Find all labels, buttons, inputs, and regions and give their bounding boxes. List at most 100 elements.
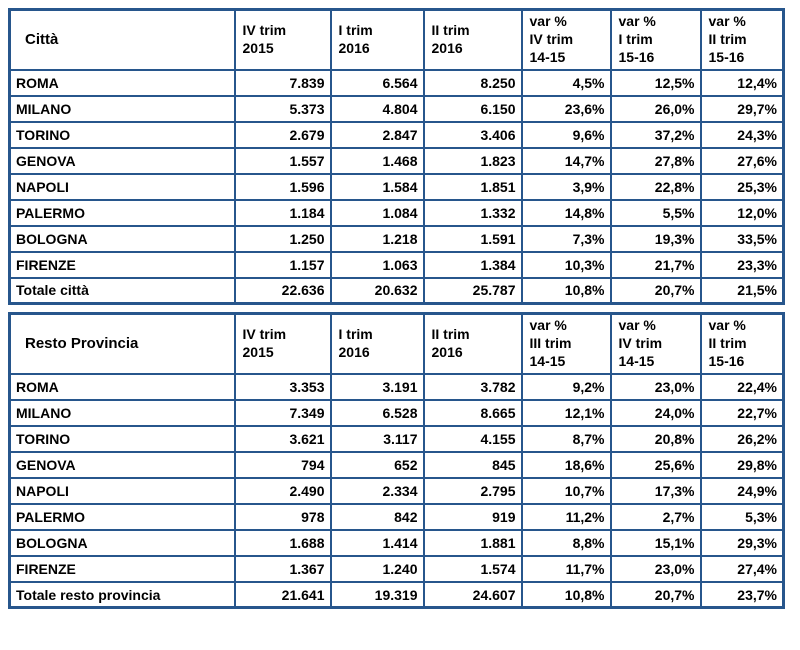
value-cell: 29,7% <box>699 94 785 123</box>
table-row: GENOVA 794 652 845 18,6% 25,6% 29,8% <box>8 450 785 479</box>
value-cell: 26,0% <box>609 94 702 123</box>
value-cell: 2.490 <box>233 476 332 505</box>
column-header: IV trim 2015 <box>233 8 332 71</box>
value-cell: 11,2% <box>520 502 612 531</box>
total-value-cell: 21,5% <box>699 276 785 305</box>
city-name-cell: ROMA <box>8 372 236 401</box>
value-cell: 12,0% <box>699 198 785 227</box>
value-cell: 3.117 <box>329 424 425 453</box>
value-cell: 12,5% <box>609 68 702 97</box>
value-cell: 7,3% <box>520 224 612 253</box>
value-cell: 27,8% <box>609 146 702 175</box>
total-value-cell: 20,7% <box>609 580 702 609</box>
table-row: FIRENZE 1.367 1.240 1.574 11,7% 23,0% 27,4% <box>8 554 785 583</box>
value-cell: 1.881 <box>422 528 523 557</box>
table-row: NAPOLI 2.490 2.334 2.795 10,7% 17,3% 24,9% <box>8 476 785 505</box>
value-cell: 4,5% <box>520 68 612 97</box>
value-cell: 6.564 <box>329 68 425 97</box>
city-name-cell: PALERMO <box>8 198 236 227</box>
value-cell: 23,3% <box>699 250 785 279</box>
column-header: var % III trim 14-15 <box>520 312 612 375</box>
resto-provincia-table: Resto Provincia IV trim 2015 I trim 2016 II… <box>8 312 785 610</box>
column-header: var % I trim 15-16 <box>609 8 702 71</box>
total-label-cell: Totale resto provincia <box>8 580 236 609</box>
value-cell: 14,7% <box>520 146 612 175</box>
value-cell: 1.468 <box>329 146 425 175</box>
table-row: PALERMO 1.184 1.084 1.332 14,8% 5,5% 12,0% <box>8 198 785 227</box>
value-cell: 1.851 <box>422 172 523 201</box>
value-cell: 29,8% <box>699 450 785 479</box>
value-cell: 9,6% <box>520 120 612 149</box>
value-cell: 23,6% <box>520 94 612 123</box>
total-row: Totale città 22.636 20.632 25.787 10,8% 20,7%… <box>8 276 785 305</box>
value-cell: 29,3% <box>699 528 785 557</box>
value-cell: 842 <box>329 502 425 531</box>
column-header: var % IV trim 14-15 <box>520 8 612 71</box>
total-value-cell: 10,8% <box>520 276 612 305</box>
value-cell: 33,5% <box>699 224 785 253</box>
value-cell: 1.084 <box>329 198 425 227</box>
value-cell: 2.847 <box>329 120 425 149</box>
total-value-cell: 20,7% <box>609 276 702 305</box>
table-row: TORINO 3.621 3.117 4.155 8,7% 20,8% 26,2% <box>8 424 785 453</box>
table-title: Città <box>8 8 236 71</box>
value-cell: 4.804 <box>329 94 425 123</box>
city-name-cell: GENOVA <box>8 450 236 479</box>
value-cell: 3,9% <box>520 172 612 201</box>
value-cell: 1.596 <box>233 172 332 201</box>
value-cell: 24,9% <box>699 476 785 505</box>
value-cell: 23,0% <box>609 372 702 401</box>
column-header: I trim 2016 <box>329 8 425 71</box>
table-row: BOLOGNA 1.250 1.218 1.591 7,3% 19,3% 33,5% <box>8 224 785 253</box>
city-name-cell: BOLOGNA <box>8 528 236 557</box>
value-cell: 1.367 <box>233 554 332 583</box>
total-value-cell: 22.636 <box>233 276 332 305</box>
table-row: ROMA 3.353 3.191 3.782 9,2% 23,0% 22,4% <box>8 372 785 401</box>
value-cell: 845 <box>422 450 523 479</box>
value-cell: 12,1% <box>520 398 612 427</box>
value-cell: 27,6% <box>699 146 785 175</box>
value-cell: 1.240 <box>329 554 425 583</box>
value-cell: 19,3% <box>609 224 702 253</box>
value-cell: 18,6% <box>520 450 612 479</box>
value-cell: 22,4% <box>699 372 785 401</box>
city-name-cell: ROMA <box>8 68 236 97</box>
value-cell: 22,8% <box>609 172 702 201</box>
column-header: II trim 2016 <box>422 8 523 71</box>
value-cell: 7.349 <box>233 398 332 427</box>
value-cell: 2.334 <box>329 476 425 505</box>
value-cell: 3.782 <box>422 372 523 401</box>
city-name-cell: TORINO <box>8 424 236 453</box>
quarterly-report-page: Città IV trim 2015 I trim 2016 II trim 2016… <box>8 8 785 610</box>
value-cell: 8,8% <box>520 528 612 557</box>
value-cell: 26,2% <box>699 424 785 453</box>
column-header: var % II trim 15-16 <box>699 312 785 375</box>
value-cell: 5,3% <box>699 502 785 531</box>
column-header: var % IV trim 14-15 <box>609 312 702 375</box>
value-cell: 2.679 <box>233 120 332 149</box>
value-cell: 1.414 <box>329 528 425 557</box>
value-cell: 1.384 <box>422 250 523 279</box>
total-value-cell: 10,8% <box>520 580 612 609</box>
value-cell: 978 <box>233 502 332 531</box>
value-cell: 1.332 <box>422 198 523 227</box>
table-row: MILANO 5.373 4.804 6.150 23,6% 26,0% 29,7% <box>8 94 785 123</box>
city-name-cell: PALERMO <box>8 502 236 531</box>
column-header: II trim 2016 <box>422 312 523 375</box>
table-row: ROMA 7.839 6.564 8.250 4,5% 12,5% 12,4% <box>8 68 785 97</box>
total-label-cell: Totale città <box>8 276 236 305</box>
value-cell: 3.191 <box>329 372 425 401</box>
city-name-cell: GENOVA <box>8 146 236 175</box>
total-value-cell: 20.632 <box>329 276 425 305</box>
value-cell: 5.373 <box>233 94 332 123</box>
city-name-cell: MILANO <box>8 94 236 123</box>
value-cell: 1.823 <box>422 146 523 175</box>
header-row: Resto Provincia IV trim 2015 I trim 2016 II… <box>8 312 785 375</box>
value-cell: 1.557 <box>233 146 332 175</box>
value-cell: 2,7% <box>609 502 702 531</box>
value-cell: 3.621 <box>233 424 332 453</box>
value-cell: 3.353 <box>233 372 332 401</box>
city-name-cell: NAPOLI <box>8 476 236 505</box>
table-row: PALERMO 978 842 919 11,2% 2,7% 5,3% <box>8 502 785 531</box>
value-cell: 21,7% <box>609 250 702 279</box>
